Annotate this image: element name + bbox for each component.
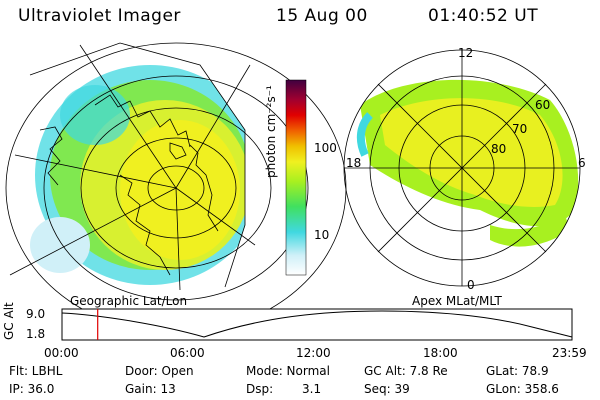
date-label: 15 Aug 00 [276, 6, 368, 26]
mlt-label-6: 6 [578, 156, 586, 170]
status-door: Door: Open [125, 364, 194, 378]
timeline-xtick-1800: 18:00 [423, 346, 458, 360]
status-dsp-label: Dsp: [246, 382, 274, 396]
colorbar-tick-10: 10 [314, 228, 330, 242]
instrument-title: Ultraviolet Imager [18, 6, 181, 26]
status-ip: IP: 36.0 [9, 382, 55, 396]
status-filter: Flt: LBHL [9, 364, 63, 378]
intensity-colorbar [285, 79, 307, 276]
altitude-timeline [61, 308, 573, 341]
timeline-xtick-2359: 23:59 [552, 346, 587, 360]
timeline-xtick-1200: 12:00 [296, 346, 331, 360]
status-mode: Mode: Normal [246, 364, 330, 378]
mlt-label-18: 18 [346, 156, 362, 170]
time-label: 01:40:52 UT [428, 6, 539, 26]
timeline-ytick-high: 9.0 [26, 307, 46, 321]
colorbar-unit-label: photon cm⁻²s⁻¹ [264, 85, 278, 178]
timeline-xtick-0600: 06:00 [170, 346, 205, 360]
magnetic-polar-map [343, 49, 581, 287]
timeline-xtick-0000: 00:00 [44, 346, 79, 360]
status-gc-alt: GC Alt: 7.8 Re [364, 364, 448, 378]
status-gain: Gain: 13 [125, 382, 176, 396]
status-glon: GLon: 358.6 [486, 382, 559, 396]
status-seq: Seq: 39 [364, 382, 410, 396]
mlat-label-70: 70 [512, 122, 528, 136]
timeline-axis-title: GC Alt [2, 302, 16, 340]
status-dsp-value: 3.1 [302, 382, 322, 396]
mlt-label-12: 12 [458, 46, 474, 60]
geographic-map [5, 42, 347, 334]
status-glat: GLat: 78.9 [486, 364, 549, 378]
mlat-label-80: 80 [491, 142, 507, 156]
geographic-map-label: Geographic Lat/Lon [70, 294, 188, 308]
magnetic-map-label: Apex MLat/MLT [412, 294, 502, 308]
timeline-ytick-low: 1.8 [26, 327, 46, 341]
mlt-label-0: 0 [467, 278, 475, 292]
mlat-label-60: 60 [535, 98, 551, 112]
colorbar-tick-100: 100 [314, 141, 337, 155]
